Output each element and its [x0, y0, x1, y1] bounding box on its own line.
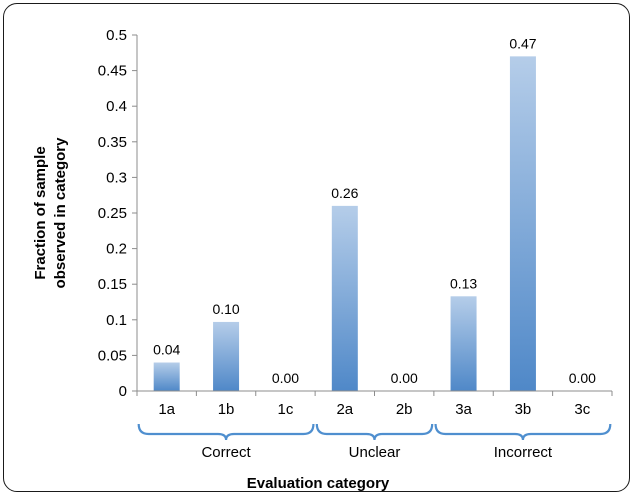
data-label-3a: 0.13 — [450, 275, 477, 291]
y-axis-ticks: 0 0.05 0.1 0.15 0.2 0.25 0.3 0.35 0.4 0.45 0.5 — [98, 27, 613, 400]
bar-3a — [450, 296, 477, 391]
category-label-1a: 1a — [158, 401, 175, 418]
category-label-2a: 2a — [336, 401, 353, 418]
group-label: Incorrect — [494, 444, 553, 461]
y-tick-label: 0.3 — [106, 169, 127, 186]
category-groups: Correct Unclear Incorrect — [137, 423, 612, 461]
group-brace — [434, 423, 612, 441]
category-label-1c: 1c — [278, 401, 294, 418]
y-tick-label: 0.15 — [98, 276, 127, 293]
bar-1a — [153, 362, 180, 391]
x-axis-categories: 1a 1b 1c 2a 2b 3a 3b 3c — [158, 401, 590, 418]
y-tick-label: 0.35 — [98, 134, 127, 151]
bars — [153, 56, 536, 392]
y-tick-label: 0.2 — [106, 241, 127, 258]
x-axis-title: Evaluation category — [247, 475, 390, 492]
data-label-1b: 0.10 — [212, 301, 239, 317]
data-label-2a: 0.26 — [331, 185, 358, 201]
y-axis-title-line1: Fraction of sample — [32, 146, 49, 279]
group-label: Correct — [201, 444, 251, 461]
data-label-3b: 0.47 — [509, 35, 536, 51]
y-tick-label: 0 — [119, 383, 127, 400]
category-label-3c: 3c — [574, 401, 590, 418]
data-labels: 0.04 0.10 0.00 0.26 0.00 0.13 0.47 0.00 — [153, 35, 596, 386]
bar-2a — [331, 205, 358, 391]
group-brace — [315, 423, 434, 441]
group-brace — [137, 423, 315, 441]
data-label-2b: 0.00 — [391, 370, 418, 386]
y-axis-title-line2: observed in category — [52, 137, 69, 289]
y-tick-label: 0.4 — [106, 98, 127, 115]
y-tick-label: 0.5 — [106, 27, 127, 44]
data-label-3c: 0.00 — [569, 370, 596, 386]
category-label-3a: 3a — [455, 401, 472, 418]
y-tick-label: 0.45 — [98, 63, 127, 80]
group-label: Unclear — [349, 444, 401, 461]
y-tick-label: 0.25 — [98, 205, 127, 222]
bar-3b — [509, 56, 536, 392]
data-label-1c: 0.00 — [272, 370, 299, 386]
category-label-3b: 3b — [515, 401, 532, 418]
category-label-2b: 2b — [396, 401, 413, 418]
y-tick-label: 0.1 — [106, 312, 127, 329]
data-label-1a: 0.04 — [153, 342, 180, 358]
y-tick-label: 0.05 — [98, 347, 127, 364]
bar-1b — [213, 321, 240, 391]
category-label-1b: 1b — [218, 401, 235, 418]
